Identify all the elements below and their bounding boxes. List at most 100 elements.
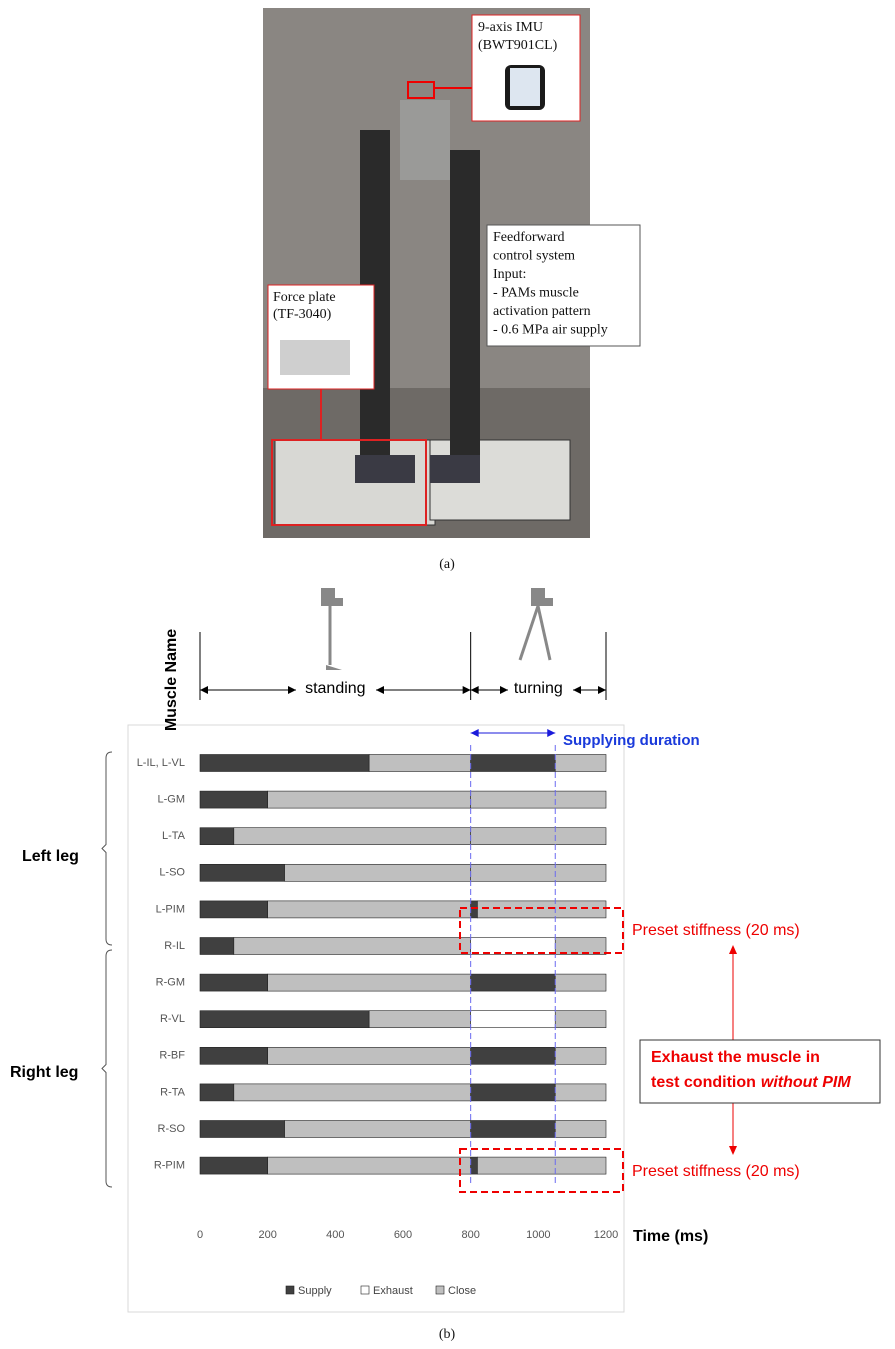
guide-label: Supplying duration — [563, 732, 700, 749]
phase-arrow-head — [573, 686, 581, 694]
panel-label: (b) — [439, 1327, 456, 1342]
bar-segment — [477, 901, 606, 918]
bar-segment — [200, 1121, 285, 1138]
bar-segment — [555, 1047, 606, 1064]
bar-segment — [268, 791, 471, 808]
figure-body — [543, 598, 553, 606]
group-label: Left leg — [22, 848, 79, 865]
plate-title: Force plate — [273, 290, 336, 305]
y-tick-label: L-GM — [158, 794, 186, 806]
bar-segment — [234, 1084, 471, 1101]
figure-leg — [520, 606, 538, 660]
robot-body — [400, 100, 450, 180]
photo: 9-axis IMU (BWT901CL) Feedforwardcontrol… — [263, 8, 640, 538]
bar-segment — [200, 1084, 234, 1101]
bar-segment — [555, 1084, 606, 1101]
bar-segment — [285, 864, 471, 881]
phase-arrow-head — [500, 686, 508, 694]
bar-segment — [471, 1084, 556, 1101]
legend-swatch — [436, 1286, 444, 1294]
y-tick-label: R-PIM — [154, 1160, 185, 1172]
imu-icon-face — [510, 68, 540, 106]
bar-segment — [200, 1157, 268, 1174]
bar-segment — [471, 1157, 478, 1174]
bar-segment — [268, 974, 471, 991]
figure: 9-axis IMU (BWT901CL) Feedforwardcontrol… — [0, 0, 895, 1349]
y-tick-label: R-TA — [160, 1086, 186, 1098]
bar-segment — [471, 974, 556, 991]
legend-swatch — [286, 1286, 294, 1294]
phase-arrow-head — [463, 686, 471, 694]
y-tick-label: L-SO — [159, 867, 185, 879]
phase-arrow-head — [471, 686, 479, 694]
bar-segment — [200, 755, 369, 772]
phase-label: standing — [305, 680, 366, 697]
control-line: - 0.6 MPa air supply — [493, 323, 608, 338]
robot-foot-right — [430, 455, 480, 483]
bar-segment — [471, 1047, 556, 1064]
legend-label: Supply — [298, 1285, 332, 1297]
bar-segment — [555, 1121, 606, 1138]
x-tick-label: 800 — [461, 1229, 479, 1241]
y-tick-label: R-IL — [164, 940, 185, 952]
bar-segment — [471, 938, 556, 955]
figure-foot — [326, 665, 342, 670]
x-tick-label: 0 — [197, 1229, 203, 1241]
figure-body — [321, 588, 335, 606]
x-tick-label: 200 — [258, 1229, 276, 1241]
y-axis-label: Muscle Name — [163, 629, 180, 731]
plate-icon — [280, 340, 350, 375]
bar-segment — [471, 901, 478, 918]
y-tick-label: R-SO — [158, 1123, 186, 1135]
bar-segment — [369, 1011, 471, 1028]
bar-segment — [200, 901, 268, 918]
bar-segment — [555, 938, 606, 955]
bar-segment — [471, 791, 606, 808]
y-tick-label: R-BF — [159, 1050, 185, 1062]
plate-model: (TF-3040) — [273, 307, 332, 322]
panel-label: (a) — [439, 557, 455, 572]
red-arrow-head — [729, 1146, 737, 1155]
annotation: Preset stiffness (20 ms) — [632, 1163, 800, 1180]
annotation: Preset stiffness (20 ms) — [632, 922, 800, 939]
bar-segment — [555, 755, 606, 772]
bar-segment — [477, 1157, 606, 1174]
supply-arrow-head — [547, 729, 555, 737]
phase-label: turning — [514, 680, 563, 697]
bar-segment — [285, 1121, 471, 1138]
supply-arrow-head — [471, 729, 479, 737]
bar-segment — [200, 1011, 369, 1028]
stick-figures — [321, 588, 553, 670]
x-tick-label: 1200 — [594, 1229, 618, 1241]
bar-segment — [471, 1011, 556, 1028]
y-tick-label: R-VL — [160, 1013, 185, 1025]
phase-arrow-head — [598, 686, 606, 694]
bar-segment — [234, 828, 471, 845]
bar-segment — [200, 974, 268, 991]
x-axis-label: Time (ms) — [633, 1228, 708, 1245]
y-tick-label: L-PIM — [156, 903, 185, 915]
bar-segment — [234, 938, 471, 955]
bar-segment — [200, 1047, 268, 1064]
y-tick-label: L-TA — [162, 830, 186, 842]
control-line: - PAMs muscle — [493, 286, 579, 301]
bar-segment — [200, 828, 234, 845]
control-line: Feedforward — [493, 230, 565, 245]
imu-title: 9-axis IMU — [478, 20, 543, 35]
bar-segment — [369, 755, 471, 772]
control-line: activation pattern — [493, 304, 591, 319]
bar-segment — [471, 755, 556, 772]
bar-segment — [268, 901, 471, 918]
legend-label: Close — [448, 1285, 476, 1297]
x-tick-label: 1000 — [526, 1229, 550, 1241]
figure-leg — [538, 606, 550, 660]
annotation: Exhaust the muscle in — [651, 1049, 820, 1066]
figure-body — [333, 598, 343, 606]
bar-segment — [200, 938, 234, 955]
x-tick-label: 400 — [326, 1229, 344, 1241]
control-line: Input: — [493, 267, 526, 282]
phase-arrow-head — [200, 686, 208, 694]
bar-segment — [471, 1121, 556, 1138]
bar-segment — [200, 791, 268, 808]
